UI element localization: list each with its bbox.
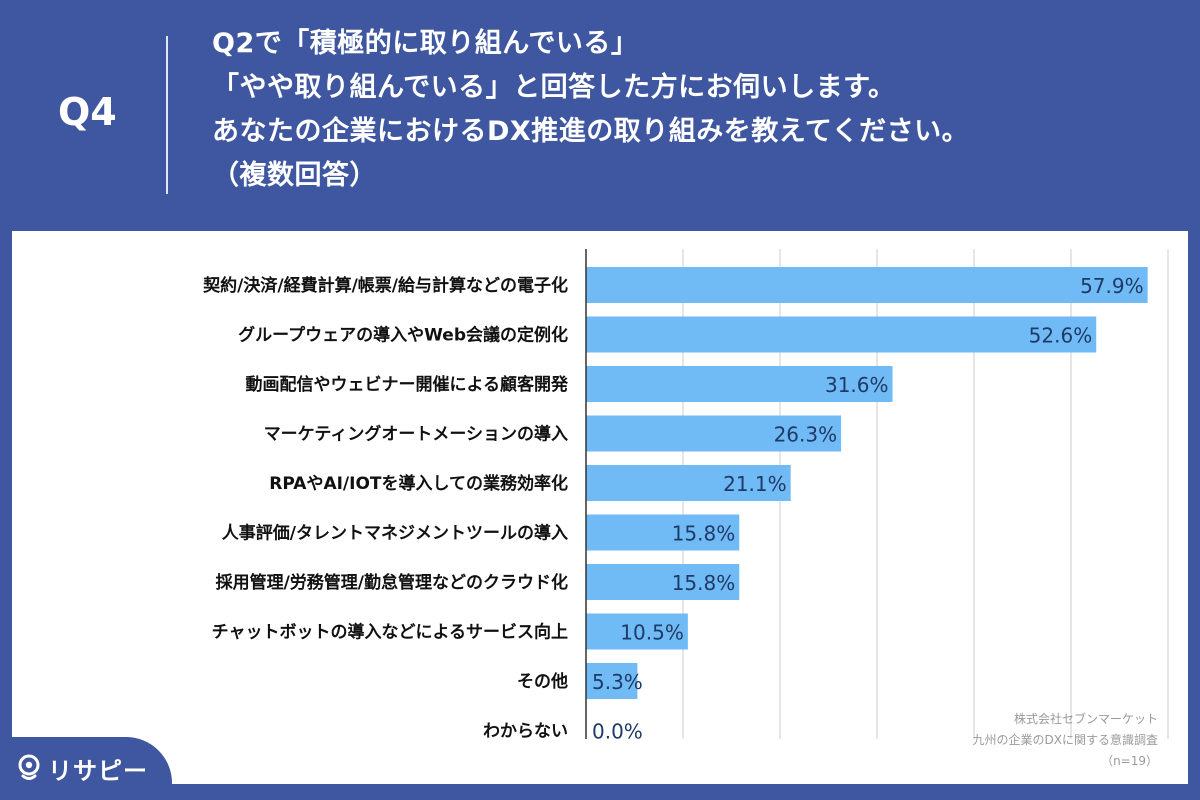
source-note: 株式会社セブンマーケット 九州の企業のDXに関する意識調査 （n=19）	[973, 709, 1158, 772]
category-label: チャットボットの導入などによるサービス向上	[212, 622, 568, 643]
category-label: わからない	[483, 722, 568, 742]
value-label: 57.9%	[1080, 274, 1144, 298]
bar	[586, 613, 688, 650]
bar	[586, 366, 893, 402]
bar	[586, 267, 1148, 303]
question-line: あなたの企業におけるDX推進の取り組みを教えてください。	[212, 116, 970, 147]
value-label: 5.3%	[592, 670, 643, 694]
value-label: 31.6%	[825, 373, 889, 397]
value-label: 10.5%	[620, 621, 684, 645]
source-sample: （n=19）	[1101, 754, 1158, 768]
logo-text: リサピー	[48, 757, 148, 785]
value-label: 21.1%	[723, 472, 787, 496]
question-line: Q2で「積極的に取り組んでいる」	[212, 28, 639, 59]
chart-panel: 契約/決済/経費計算/帳票/給与計算などの電子化 57.9% グループウェアの導入や…	[12, 231, 1188, 784]
category-label: 契約/決済/経費計算/帳票/給与計算などの電子化	[202, 275, 568, 296]
question-text: Q2で「積極的に取り組んでいる」 「やや取り組んでいる」と回答した方にお伺いしま…	[212, 22, 969, 198]
bar	[586, 415, 842, 452]
question-line: （複数回答）	[212, 160, 377, 191]
bar-chart: 契約/決済/経費計算/帳票/給与計算などの電子化 57.9% グループウェアの導入や…	[202, 249, 1169, 744]
category-label: グループウェアの導入やWeb会議の定例化	[238, 325, 568, 346]
question-header: Q4 Q2で「積極的に取り組んでいる」 「やや取り組んでいる」と回答した方にお伺…	[0, 0, 1200, 228]
pin-icon	[18, 754, 40, 780]
value-label: 26.3%	[774, 423, 838, 447]
question-line: 「やや取り組んでいる」と回答した方にお伺いします。	[212, 72, 896, 103]
category-label: マーケティングオートメーションの導入	[264, 424, 568, 445]
source-survey: 九州の企業のDXに関する意識調査	[972, 733, 1158, 747]
value-label: 15.8%	[672, 571, 736, 595]
bar	[586, 465, 791, 501]
category-label: 採用管理/労務管理/勤怠管理などのクラウド化	[216, 572, 568, 593]
bar	[586, 514, 740, 551]
bar	[586, 663, 638, 699]
category-label: 人事評価/タレントマネジメントツールの導入	[222, 523, 568, 544]
category-label: RPAやAI/IOTを導入しての業務効率化	[269, 473, 568, 494]
source-company: 株式会社セブンマーケット	[1013, 712, 1158, 726]
bar	[586, 564, 740, 600]
bar	[586, 316, 1097, 353]
category-label: 動画配信やウェビナー開催による顧客開発	[246, 374, 569, 395]
value-label: 15.8%	[672, 522, 736, 546]
value-label: 52.6%	[1029, 324, 1093, 348]
header-divider	[166, 36, 168, 194]
value-label: 0.0%	[592, 720, 643, 744]
brand-logo: リサピー	[0, 737, 172, 800]
category-label: その他	[517, 671, 568, 692]
question-number: Q4	[58, 90, 117, 134]
